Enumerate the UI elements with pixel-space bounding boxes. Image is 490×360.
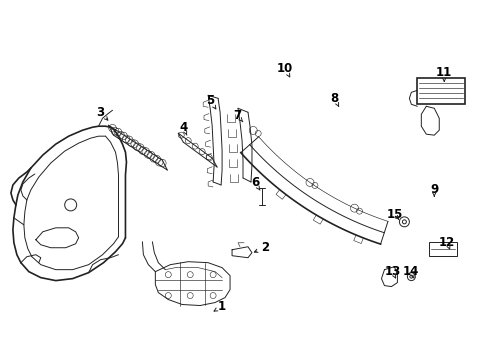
Text: 11: 11 (436, 66, 452, 79)
Text: 1: 1 (218, 300, 226, 313)
Text: 3: 3 (97, 106, 105, 119)
Text: 9: 9 (430, 184, 439, 197)
Text: 15: 15 (386, 208, 403, 221)
Text: 6: 6 (251, 176, 259, 189)
Bar (429, 242, 457, 256)
Text: 13: 13 (384, 265, 400, 278)
Text: 7: 7 (233, 109, 241, 122)
Text: 12: 12 (439, 236, 455, 249)
Text: 2: 2 (261, 241, 269, 254)
Text: 14: 14 (403, 265, 419, 278)
Text: 4: 4 (179, 121, 187, 134)
Text: 10: 10 (277, 62, 293, 75)
Text: 5: 5 (206, 94, 214, 107)
Text: 8: 8 (331, 92, 339, 105)
Bar (417, 78, 465, 104)
